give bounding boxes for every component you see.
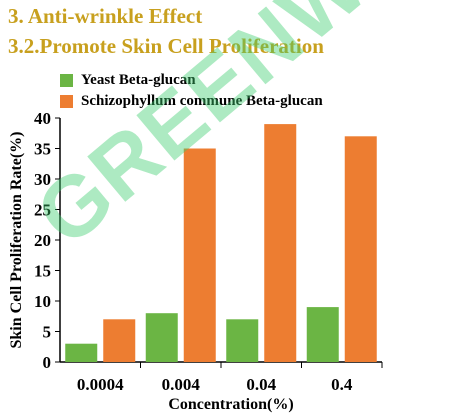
x-tick-label: 0.0004 (77, 375, 124, 394)
y-tick-label: 25 (34, 201, 51, 220)
y-tick-label: 40 (34, 109, 51, 128)
x-tick-label: 0.004 (162, 375, 201, 394)
bar-yeast-2 (226, 319, 259, 362)
section-subtitle: 3.2.Promote Skin Cell Proliferation (8, 34, 324, 58)
legend-item-yeast: Yeast Beta-glucan (60, 70, 323, 91)
bar-schizophyllum-1 (183, 148, 216, 362)
y-tick-label: 0 (43, 353, 52, 372)
y-tick-label: 10 (34, 292, 51, 311)
bar-schizophyllum-2 (264, 124, 297, 362)
y-tick-label: 35 (34, 140, 51, 159)
x-tick-label: 0.04 (246, 375, 276, 394)
page-title: 3. Anti-wrinkle Effect (8, 4, 203, 28)
bar-yeast-0 (65, 343, 98, 362)
legend-label-yeast: Yeast Beta-glucan (81, 72, 196, 88)
y-tick-label: 5 (43, 323, 52, 342)
bar-yeast-3 (306, 307, 339, 362)
y-tick-label: 20 (34, 231, 51, 250)
bar-schizophyllum-0 (103, 319, 136, 362)
legend-swatch-yeast (60, 74, 73, 87)
legend-swatch-schizophyllum (60, 95, 73, 108)
legend-label-schizophyllum: Schizophyllum commune Beta-glucan (81, 93, 323, 109)
bar-schizophyllum-3 (344, 136, 377, 362)
legend-item-schizophyllum: Schizophyllum commune Beta-glucan (60, 91, 323, 112)
x-axis-title: Concentration(%) (168, 396, 293, 413)
chart-legend: Yeast Beta-glucan Schizophyllum commune … (60, 70, 323, 112)
x-tick-label: 0.4 (331, 375, 353, 394)
y-axis-title: Skin Cell Proliferation Rate(%) (8, 131, 25, 348)
y-tick-label: 15 (34, 262, 51, 281)
y-tick-label: 30 (34, 170, 51, 189)
bar-yeast-1 (145, 313, 178, 362)
